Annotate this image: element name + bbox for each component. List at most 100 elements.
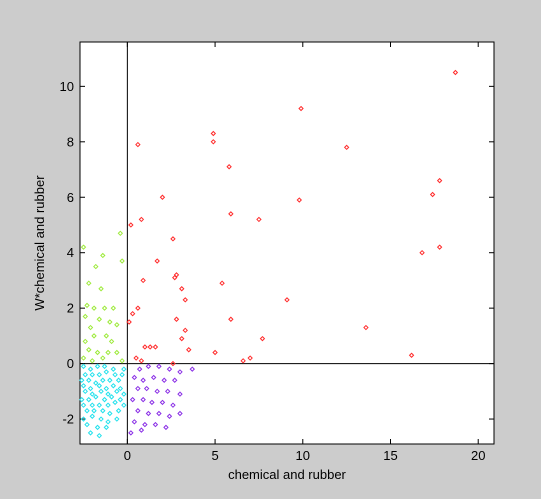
scatter-point-low-low bbox=[91, 408, 97, 414]
scatter-point-high-low bbox=[177, 410, 183, 417]
scatter-point-high-low bbox=[131, 374, 138, 381]
scatter-point-low-low bbox=[94, 424, 101, 431]
scatter-point-low-low bbox=[110, 366, 117, 372]
scatter-point-high-low bbox=[156, 363, 162, 370]
scatter-point-high-high bbox=[152, 344, 159, 350]
x-tick-label: 15 bbox=[383, 448, 397, 463]
scatter-point-high-low bbox=[149, 399, 155, 406]
scatter-point-high-high bbox=[226, 164, 232, 170]
scatter-point-high-low bbox=[161, 377, 167, 383]
scatter-point-high-high bbox=[182, 327, 188, 334]
scatter-point-low-low bbox=[115, 408, 122, 414]
scatter-point-low-high bbox=[93, 263, 99, 270]
scatter-point-high-high bbox=[182, 297, 188, 303]
scatter-point-low-low bbox=[87, 366, 94, 372]
scatter-point-high-high bbox=[259, 335, 266, 342]
scatter-point-high-low bbox=[156, 410, 162, 417]
y-tick-label: 0 bbox=[67, 356, 74, 371]
x-axis-label: chemical and rubber bbox=[228, 467, 346, 482]
scatter-point-high-high bbox=[298, 105, 304, 112]
y-tick-label: 10 bbox=[60, 79, 74, 94]
scatter-point-low-low bbox=[121, 391, 127, 397]
scatter-point-high-high bbox=[170, 236, 176, 242]
scatter-point-low-low bbox=[89, 413, 95, 419]
scatter-point-low-low bbox=[105, 391, 111, 397]
scatter-point-low-high bbox=[82, 313, 88, 320]
scatter-point-low-low bbox=[114, 388, 120, 395]
scatter-point-high-high bbox=[436, 244, 443, 250]
scatter-point-low-high bbox=[89, 358, 95, 364]
scatter-point-high-high bbox=[452, 69, 459, 76]
scatter-point-high-high bbox=[363, 324, 369, 331]
scatter-point-high-low bbox=[135, 385, 141, 392]
scatter-point-high-low bbox=[166, 413, 173, 419]
scatter-point-low-low bbox=[84, 408, 90, 414]
scatter-point-low-low bbox=[94, 363, 101, 370]
scatter-point-low-low bbox=[79, 396, 85, 403]
scatter-point-low-low bbox=[87, 430, 94, 436]
scatter-point-low-low bbox=[96, 402, 103, 408]
scatter-point-low-high bbox=[86, 347, 92, 353]
scatter-point-low-high bbox=[107, 319, 113, 325]
scatter-point-low-low bbox=[80, 402, 87, 408]
scatter-point-high-high bbox=[240, 358, 246, 364]
scatter-point-high-high bbox=[210, 130, 217, 137]
scatter-point-high-low bbox=[135, 408, 141, 414]
data-points bbox=[79, 69, 459, 439]
scatter-point-high-high bbox=[210, 139, 217, 145]
scatter-point-high-high bbox=[173, 316, 180, 322]
scatter-point-high-high bbox=[138, 358, 145, 364]
scatter-point-high-low bbox=[177, 369, 183, 375]
scatter-point-low-low bbox=[98, 388, 104, 395]
scatter-point-high-low bbox=[138, 427, 145, 433]
scatter-point-high-high bbox=[172, 274, 178, 281]
scatter-point-high-low bbox=[128, 430, 134, 436]
scatter-point-high-high bbox=[126, 319, 132, 325]
scatter-point-high-low bbox=[152, 421, 159, 428]
scatter-point-high-high bbox=[436, 177, 443, 184]
y-tick-label: 6 bbox=[67, 190, 74, 205]
scatter-point-low-high bbox=[87, 324, 94, 331]
scatter-point-low-low bbox=[89, 371, 95, 378]
scatter-point-high-high bbox=[429, 191, 436, 198]
scatter-point-high-high bbox=[284, 297, 290, 303]
scatter-point-low-low bbox=[82, 388, 88, 395]
scatter-point-high-high bbox=[142, 344, 148, 350]
scatter-point-low-low bbox=[112, 399, 118, 406]
y-axis-label: W*chemical and rubber bbox=[32, 175, 47, 311]
scatter-point-low-low bbox=[87, 385, 94, 392]
scatter-point-low-low bbox=[96, 432, 103, 439]
scatter-point-high-high bbox=[419, 249, 425, 256]
scatter-point-high-high bbox=[247, 355, 253, 361]
scatter-point-low-low bbox=[96, 383, 103, 389]
scatter-point-low-high bbox=[80, 355, 87, 361]
scatter-point-low-low bbox=[107, 377, 113, 383]
x-tick-label: 10 bbox=[296, 448, 310, 463]
scatter-point-low-high bbox=[96, 316, 103, 322]
scatter-point-low-low bbox=[108, 394, 115, 400]
scatter-point-low-high bbox=[108, 338, 115, 345]
scatter-point-high-low bbox=[140, 396, 146, 403]
scatter-point-high-low bbox=[166, 366, 173, 372]
scatter-point-low-low bbox=[114, 416, 120, 422]
x-tick-label: 5 bbox=[211, 448, 218, 463]
scatter-point-high-high bbox=[138, 216, 145, 223]
scatter-point-high-low bbox=[140, 377, 146, 383]
scatter-point-low-low bbox=[89, 391, 95, 397]
scatter-point-low-low bbox=[80, 383, 87, 389]
scatter-point-high-high bbox=[154, 258, 160, 264]
scatter-point-low-high bbox=[98, 286, 104, 292]
scatter-point-high-low bbox=[154, 388, 160, 395]
scatter-point-low-low bbox=[103, 385, 110, 392]
scatter-point-low-low bbox=[89, 402, 95, 408]
scatter-point-low-high bbox=[117, 230, 124, 237]
scatter-point-low-low bbox=[96, 371, 103, 378]
plot-area bbox=[79, 41, 495, 445]
scatter-point-low-low bbox=[119, 371, 125, 378]
scatter-point-low-low bbox=[117, 385, 124, 392]
scatter-point-low-high bbox=[100, 252, 106, 259]
scatter-point-low-high bbox=[91, 305, 97, 311]
scatter-point-high-low bbox=[129, 396, 136, 403]
scatter-point-low-low bbox=[101, 363, 108, 370]
